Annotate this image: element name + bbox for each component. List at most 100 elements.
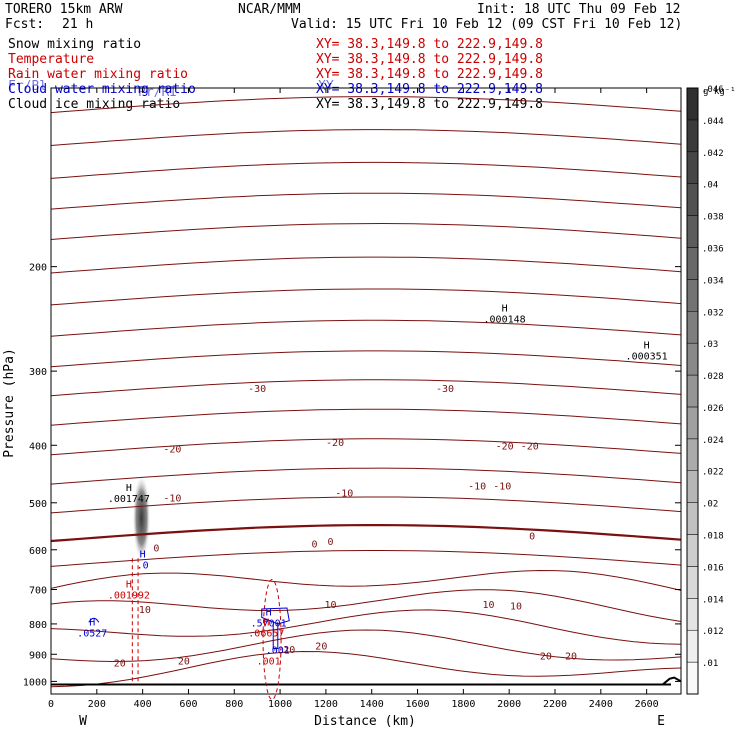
x-tick-label: 1600 [405,699,429,710]
colorbar-tick-label: .038 [702,213,724,223]
isotherm-label: -10 [468,482,486,493]
cloud-water-contour [261,607,290,625]
isotherm-line [50,589,682,622]
field-xy-range: XY= 38.3,149.8 to 222.9,149.8 [316,82,543,97]
extremum-value: .001992 [108,591,150,602]
isotherm-label: 20 [283,645,295,656]
isotherm-label: 20 [540,652,552,663]
isotherm-label: -20 [496,441,514,452]
isotherm-label: 10 [510,602,522,613]
model-title: TORERO 15km ARW [5,2,123,17]
colorbar-tick-label: .036 [702,244,724,254]
colorbar-tick-label: .012 [702,627,724,637]
isotherm-line [50,96,682,114]
y-tick-label: 600 [29,546,47,557]
extremum-value: .001 [257,657,281,668]
colorbar-tick-label: .018 [702,532,724,542]
isotherm-line [50,129,682,146]
x-tick-label: 1400 [360,699,384,710]
extremum-value: .57001 [251,619,287,630]
isotherm-label: 20 [178,656,190,667]
x-tick-label: 1000 [268,699,292,710]
colorbar-swatch [686,183,699,216]
isotherm-label: -10 [493,482,511,493]
y-tick-label: 800 [29,620,47,631]
x-tick-label: 600 [179,699,197,710]
colorbar-swatch [686,119,699,153]
extremum-marker: H [644,341,650,352]
isotherm-label: 10 [483,600,495,611]
colorbar-swatch [686,311,699,344]
colorbar-tick-label: .042 [702,149,724,159]
valid-time: Valid: 15 UTC Fri 10 Feb 12 (09 CST Fri … [291,17,682,32]
x-tick-label: 0 [48,699,54,710]
isotherm-label: -30 [248,384,266,395]
x-left-end-label: W [79,714,87,729]
x-tick-label: 200 [88,699,106,710]
colorbar-swatch [686,374,699,408]
ghost-label-c: XY [318,79,334,94]
isotherm-line [50,161,682,179]
isotherm-line [50,609,682,645]
field-xy-range: XY= 38.3,149.8 to 222.9,149.8 [316,67,543,82]
colorbar-swatch [686,87,699,121]
colorbar: .01 .012 .014 .016 .018 .02 .022 .024 .026 .028 .0… [686,85,724,695]
isotherm-label: 20 [315,642,327,653]
y-tick-label: 1000 [23,677,47,688]
fcst-value: 21 h [62,17,93,32]
colorbar-tick-label: .04 [702,181,718,191]
colorbar-tick-label: .046 [702,85,724,95]
extremum-value: .000148 [484,314,526,325]
isotherm-line [50,550,682,567]
isotherm-label: -10 [163,494,181,505]
isotherm-line [50,629,682,663]
colorbar-tick-label: .016 [702,563,724,573]
extremum-value: .000351 [626,352,668,363]
y-axis-label: Pressure (hPa) [2,348,17,458]
colorbar-swatch [686,661,699,695]
field-name: Temperature [8,52,94,67]
isotherm-line [50,467,682,485]
field-list: Snow mixing ratio XY= 38.3,149.8 to 222.9… [8,37,543,112]
colorbar-tick-label: .044 [702,117,724,127]
x-tick-label: 1800 [451,699,475,710]
isotherm-label: 10 [324,600,336,611]
extremum-value: .06657 [248,629,284,640]
fcst-label: Fcst: [5,17,44,32]
colorbar-tick-label: .024 [702,436,724,446]
colorbar-tick-label: .028 [702,372,724,382]
rain-contour [262,579,282,701]
y-tick-label: 200 [29,263,47,274]
x-tick-label: 400 [134,699,152,710]
colorbar-tick-label: .022 [702,468,724,478]
colorbar-swatch [686,406,699,440]
colorbar-tick-label: .034 [702,276,724,286]
colorbar-tick-label: .026 [702,404,724,414]
colorbar-tick-label: .03 [702,340,718,350]
isotherm-line [50,192,682,210]
colorbar-swatch [686,342,699,376]
colorbar-tick-label: .014 [702,595,724,605]
field-xy-range: XY= 38.3,149.8 to 222.9,149.8 [316,97,543,112]
extremum-marker: H [266,608,272,619]
isotherm-line [50,408,682,426]
extremum-marker: H [126,580,132,591]
colorbar-swatch [686,502,699,535]
isotherm-label: 0 [529,532,535,543]
isotherm-label: -20 [163,444,181,455]
x-tick-label: 2400 [589,699,613,710]
colorbar-swatch [686,629,699,663]
colorbar-swatch [686,598,699,631]
ghost-label-a: Fr/Bl [8,79,47,94]
isotherm-label: 0 [327,537,333,548]
extremum-marker: H [263,618,269,629]
y-tick-label: 700 [29,586,47,597]
y-tick-label: 300 [29,367,47,378]
colorbar-swatch [686,215,699,248]
terrain-bump [662,676,682,686]
colorbar-tick-label: .02 [702,500,718,510]
isotherm-label: 0 [311,539,317,550]
isotherm-line [50,222,682,240]
isotherm-line [50,523,682,543]
